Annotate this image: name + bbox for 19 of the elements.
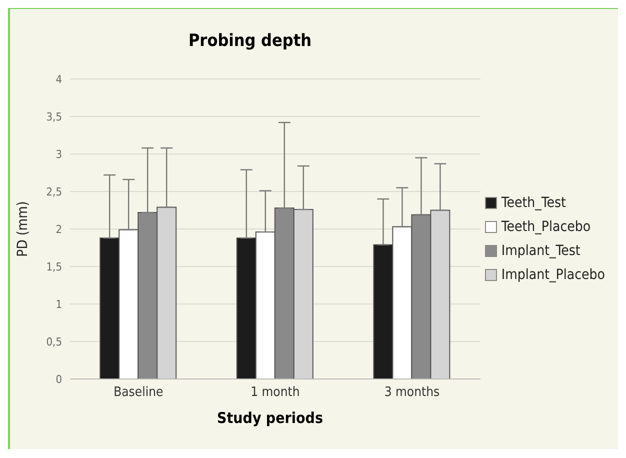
legend-label: Implant_Placebo xyxy=(501,267,605,283)
x-axis-title: Study periods xyxy=(216,409,324,427)
x-tick-label: 1 month xyxy=(250,385,300,400)
y-axis-title: PD (mm) xyxy=(14,201,31,257)
x-tick-label: Baseline xyxy=(114,385,164,400)
y-tick-label: 1,5 xyxy=(46,260,62,274)
y-tick-label: 2,5 xyxy=(46,185,62,198)
y-tick-label: 3,5 xyxy=(46,110,62,124)
legend-label: Implant_Test xyxy=(501,243,580,259)
chart-title: Probing depth xyxy=(187,31,313,51)
x-tick-label: 3 months xyxy=(384,385,440,400)
y-tick-label: 3 xyxy=(56,148,62,161)
legend-label: Teeth_Placebo xyxy=(501,219,591,235)
legend-label: Teeth_Test xyxy=(501,195,566,211)
y-tick-label: 2 xyxy=(56,222,62,236)
y-tick-label: 4 xyxy=(56,72,62,86)
y-tick-label: 1 xyxy=(56,298,62,311)
y-tick-label: 0,5 xyxy=(46,335,62,348)
y-tick-label: 0 xyxy=(56,372,62,386)
